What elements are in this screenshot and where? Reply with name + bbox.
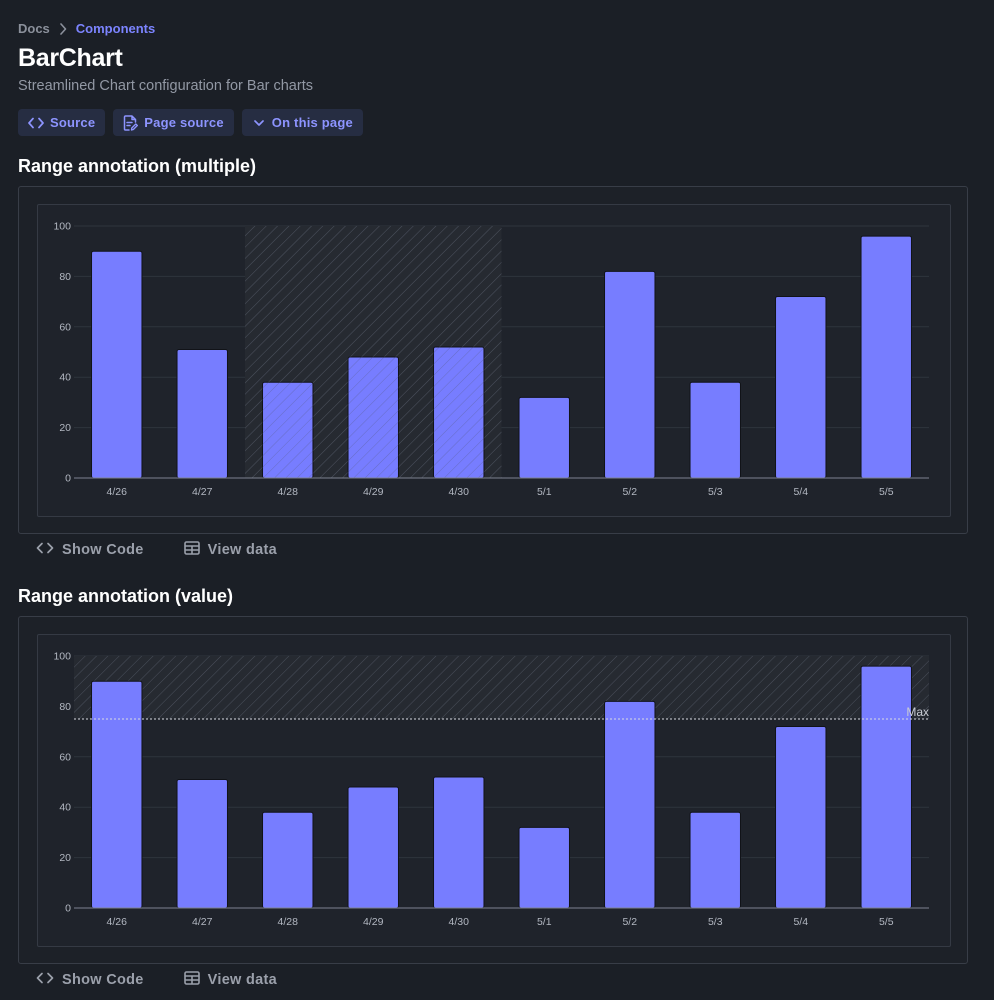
y-tick-label: 0 [65,473,71,485]
y-tick-label: 0 [65,903,71,915]
view-data-button[interactable]: View data [183,541,277,559]
x-tick-label: 4/29 [363,916,384,928]
x-tick-label: 4/29 [363,486,384,498]
page-source-button[interactable]: Page source [113,109,234,136]
bar-5-4[interactable] [775,726,827,909]
chevron-down-icon [252,118,266,128]
view-data-button[interactable]: View data [183,971,277,989]
bar-4-26[interactable] [91,680,143,909]
y-tick-label: 60 [59,321,71,333]
x-tick-label: 4/27 [192,486,213,498]
show-code-button[interactable]: Show Code [36,971,144,989]
bar-5-3[interactable] [689,811,741,909]
bar-4-26[interactable] [91,250,143,479]
header-buttons: Source Page source On this page [18,109,363,136]
x-tick-label: 4/28 [278,916,299,928]
code-icon [28,117,44,129]
show-code-button[interactable]: Show Code [36,541,144,559]
show-code-label: Show Code [62,972,144,988]
bar-5-2[interactable] [604,700,656,909]
y-tick-label: 60 [59,751,71,763]
on-this-page-button[interactable]: On this page [241,109,363,136]
bar-5-1[interactable] [518,826,570,909]
y-tick-label: 20 [59,852,71,864]
range-annotation-overlay [245,226,502,478]
x-tick-label: 4/28 [278,486,299,498]
breadcrumb-components-link[interactable]: Components [75,21,156,36]
x-tick-label: 4/26 [107,916,128,928]
code-icon [36,972,54,988]
breadcrumb-docs-link[interactable]: Docs [18,21,50,36]
chart-frame: 0 20 40 60 80 100 4/26 4/27 4/28 4/29 4/30 5/1 5/2 5/… [37,634,951,947]
x-tick-label: 4/26 [107,486,128,498]
x-tick-label: 5/3 [708,486,723,498]
y-tick-label: 80 [59,701,71,713]
code-icon [36,542,54,558]
x-tick-label: 5/1 [537,486,552,498]
x-tick-label: 4/27 [192,916,213,928]
bar-5-2[interactable] [604,270,656,479]
bar-4-27[interactable] [176,778,228,909]
view-data-label: View data [207,542,277,558]
y-tick-label: 100 [53,651,71,663]
table-icon [183,971,200,989]
breadcrumb: Docs Components [18,21,155,36]
bar-4-30[interactable] [433,776,485,909]
bar-chart-range-multiple: 0 20 40 60 80 100 4/26 4/27 4/28 4/29 4/30 5/1 5/2 5/… [53,221,929,498]
x-tick-label: 5/5 [879,486,894,498]
view-data-label: View data [207,972,277,988]
page-title: BarChart [18,44,123,72]
table-icon [183,541,200,559]
source-button[interactable]: Source [18,109,106,136]
chart-card-range-value: 0 20 40 60 80 100 4/26 4/27 4/28 4/29 4/30 5/1 5/2 5/… [18,616,968,964]
x-tick-label: 5/5 [879,916,894,928]
range-annotation-hatch [74,656,929,719]
chart-card-range-multiple: 0 20 40 60 80 100 4/26 4/27 4/28 4/29 4/30 5/1 5/2 5/… [18,186,968,534]
chart-actions-range-multiple: Show Code View data [36,541,277,559]
x-tick-label: 5/3 [708,916,723,928]
y-tick-label: 40 [59,802,71,814]
y-tick-label: 80 [59,271,71,283]
on-this-page-button-label: On this page [271,115,353,130]
source-button-label: Source [50,115,96,130]
x-tick-label: 5/4 [793,486,808,498]
max-reference-label: Max [906,705,929,719]
chart-actions-range-value: Show Code View data [36,971,277,989]
y-tick-label: 100 [53,221,71,233]
x-tick-label: 4/30 [449,486,470,498]
x-tick-label: 5/1 [537,916,552,928]
x-tick-label: 5/4 [793,916,808,928]
x-tick-label: 4/30 [449,916,470,928]
chevron-right-icon [50,22,76,35]
y-tick-label: 40 [59,372,71,384]
file-edit-icon [123,114,139,131]
x-tick-label: 5/2 [622,916,637,928]
bar-4-27[interactable] [176,348,228,479]
page-source-button-label: Page source [144,115,224,130]
bar-5-1[interactable] [518,396,570,479]
show-code-label: Show Code [62,542,144,558]
section-title-range-value: Range annotation (value) [18,586,234,606]
bar-4-29[interactable] [347,786,399,909]
bar-5-5[interactable] [860,235,912,479]
section-title-range-multiple: Range annotation (multiple) [18,156,256,176]
chart-frame: 0 20 40 60 80 100 4/26 4/27 4/28 4/29 4/30 5/1 5/2 5/… [37,204,951,517]
bar-chart-range-value: 0 20 40 60 80 100 4/26 4/27 4/28 4/29 4/30 5/1 5/2 5/… [53,651,929,928]
x-tick-label: 5/2 [622,486,637,498]
bar-5-4[interactable] [775,296,827,479]
y-tick-label: 20 [59,422,71,434]
page-subtitle: Streamlined Chart configuration for Bar … [18,78,313,94]
bar-4-28[interactable] [262,811,314,909]
bar-5-5[interactable] [860,665,912,909]
bar-5-3[interactable] [689,381,741,479]
